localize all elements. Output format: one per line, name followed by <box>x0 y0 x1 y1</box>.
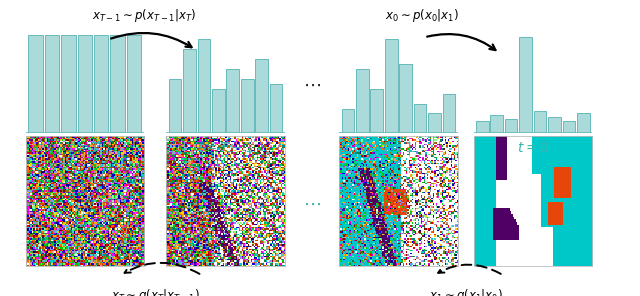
Bar <box>356 69 369 133</box>
Bar <box>548 118 561 133</box>
Bar <box>505 119 518 133</box>
Bar <box>28 35 43 133</box>
Bar <box>399 64 412 133</box>
Bar <box>443 94 455 133</box>
Bar <box>45 35 59 133</box>
Bar <box>577 113 589 133</box>
Bar <box>270 84 282 133</box>
Bar <box>476 121 488 133</box>
Text: $x_{T-1} \sim p(x_{T-1}|x_T)$: $x_{T-1} \sim p(x_{T-1}|x_T)$ <box>92 7 196 24</box>
Bar <box>385 39 397 133</box>
Text: $x_1 \sim q(x_1|x_0)$: $x_1 \sim q(x_1|x_0)$ <box>429 287 502 296</box>
Bar <box>212 89 225 133</box>
Bar <box>241 79 253 133</box>
Text: $\cdots$: $\cdots$ <box>303 195 321 213</box>
Bar <box>428 113 441 133</box>
Bar <box>342 109 354 133</box>
Bar <box>413 104 426 133</box>
Text: $x_T \sim q(x_T|x_{T-1})$: $x_T \sim q(x_T|x_{T-1})$ <box>111 287 200 296</box>
Text: $t=1$: $t=1$ <box>382 141 415 155</box>
Bar <box>77 35 92 133</box>
Text: $\cdots$: $\cdots$ <box>303 76 321 94</box>
Bar <box>198 39 211 133</box>
Bar <box>490 115 503 133</box>
Bar <box>227 69 239 133</box>
Text: $t=0$: $t=0$ <box>516 141 549 155</box>
Bar <box>519 36 532 133</box>
Text: $t=T-1$: $t=T-1$ <box>196 141 255 155</box>
Text: $t=T$: $t=T$ <box>68 141 102 155</box>
Bar <box>61 35 76 133</box>
Bar <box>94 35 109 133</box>
Bar <box>127 35 141 133</box>
Bar <box>255 59 268 133</box>
Bar <box>111 35 125 133</box>
Bar <box>169 79 181 133</box>
Bar <box>371 89 383 133</box>
Bar <box>183 49 196 133</box>
Bar <box>534 112 547 133</box>
Text: $x_0 \sim p(x_0|x_1)$: $x_0 \sim p(x_0|x_1)$ <box>385 7 460 24</box>
Bar <box>563 121 575 133</box>
